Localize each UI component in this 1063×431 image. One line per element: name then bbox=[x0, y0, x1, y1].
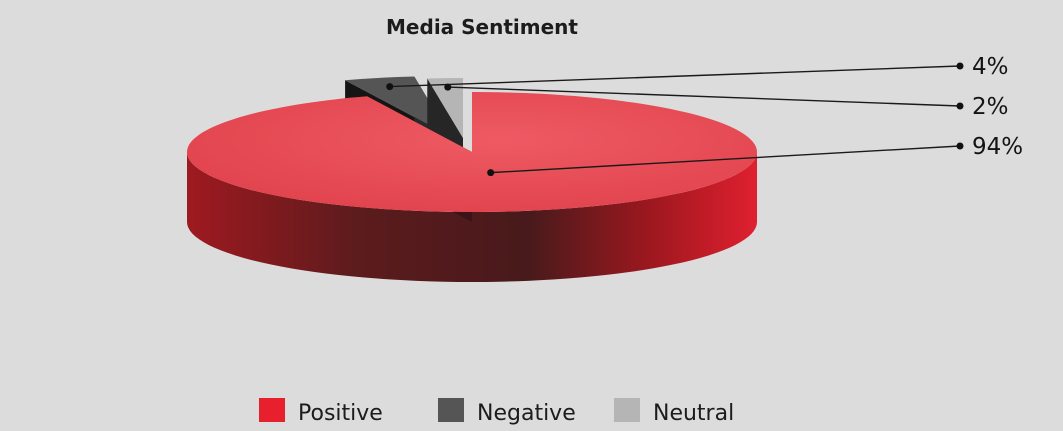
legend: Positive Negative Neutral bbox=[259, 398, 734, 426]
slice-positive bbox=[186, 92, 758, 282]
leader-dot-negative-end bbox=[956, 62, 964, 70]
pie-slices bbox=[186, 76, 758, 282]
legend-swatch-negative bbox=[438, 398, 464, 422]
legend-swatch-positive bbox=[259, 398, 285, 422]
leader-dot-neutral-start bbox=[444, 83, 452, 91]
legend-label-neutral: Neutral bbox=[653, 401, 734, 426]
leader-dot-neutral-end bbox=[956, 102, 964, 110]
slice-positive-top bbox=[186, 92, 758, 212]
leader-line-positive bbox=[490, 145, 961, 174]
value-label-negative: 4% bbox=[972, 54, 1009, 80]
leader-line-negative bbox=[389, 65, 961, 88]
leader-line-neutral bbox=[447, 86, 961, 107]
chart-title: Media Sentiment bbox=[386, 15, 578, 39]
leader-dot-positive-end bbox=[956, 142, 964, 150]
legend-item-neutral: Neutral bbox=[614, 398, 734, 426]
leader-dot-positive-start bbox=[487, 169, 495, 177]
leader-dot-negative-start bbox=[386, 83, 394, 91]
legend-item-positive: Positive bbox=[259, 398, 383, 426]
slice-neutral-top bbox=[427, 78, 463, 138]
legend-label-negative: Negative bbox=[477, 401, 576, 426]
value-label-neutral: 2% bbox=[972, 94, 1009, 120]
legend-item-negative: Negative bbox=[438, 398, 576, 426]
legend-swatch-neutral bbox=[614, 398, 640, 422]
leader-lines bbox=[386, 62, 964, 177]
legend-label-positive: Positive bbox=[298, 401, 383, 426]
slice-negative-top bbox=[345, 76, 450, 136]
value-label-positive: 94% bbox=[972, 134, 1023, 160]
value-labels: 94% 4% 2% bbox=[972, 54, 1023, 160]
